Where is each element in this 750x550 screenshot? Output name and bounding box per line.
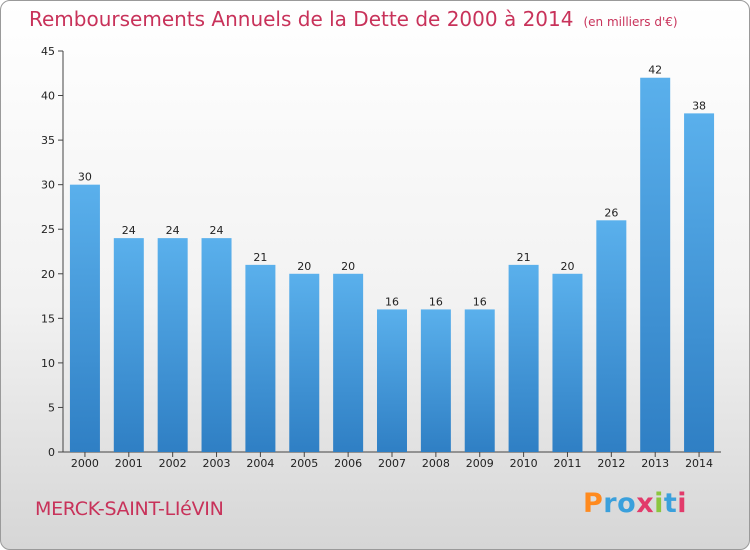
logo-letter: r bbox=[603, 488, 618, 519]
x-tick-label: 2014 bbox=[685, 457, 713, 470]
logo-letter: P bbox=[583, 488, 604, 519]
chart-subtitle: (en milliers d'€) bbox=[583, 15, 678, 29]
x-tick-label: 2007 bbox=[378, 457, 406, 470]
x-tick-label: 2010 bbox=[510, 457, 538, 470]
bar bbox=[289, 273, 320, 452]
y-tick-label: 15 bbox=[41, 312, 55, 325]
x-tick-label: 2008 bbox=[422, 457, 450, 470]
y-tick-label: 30 bbox=[41, 179, 55, 192]
bar-chart: 0 5 10 15 20 25 30 35 40 45 2000 2001 2002 2003 2004 20… bbox=[41, 45, 721, 470]
bar-value-label: 38 bbox=[692, 99, 706, 112]
bar-value-label: 21 bbox=[517, 251, 531, 264]
bar bbox=[333, 273, 364, 452]
x-tick-label: 2012 bbox=[597, 457, 625, 470]
chart-title: Remboursements Annuels de la Dette de 20… bbox=[29, 7, 678, 31]
bar-value-label: 24 bbox=[210, 224, 224, 237]
x-tick-label: 2005 bbox=[290, 457, 318, 470]
x-tick-label: 2000 bbox=[71, 457, 99, 470]
logo-letter: t bbox=[663, 488, 678, 519]
logo-letter: o bbox=[617, 488, 637, 519]
bar bbox=[245, 264, 276, 452]
x-tick-label: 2004 bbox=[246, 457, 274, 470]
bar bbox=[640, 77, 671, 452]
x-tick-label: 2001 bbox=[115, 457, 143, 470]
y-tick-label: 25 bbox=[41, 223, 55, 236]
bar bbox=[69, 184, 100, 452]
bar bbox=[508, 264, 539, 452]
logo-letter: i bbox=[677, 488, 688, 519]
logo-letter: x bbox=[636, 488, 655, 519]
bar-value-label: 20 bbox=[297, 260, 311, 273]
bar-value-label: 16 bbox=[385, 295, 399, 308]
proxiti-logo: Proxiti bbox=[583, 488, 687, 519]
chart-title-text: Remboursements Annuels de la Dette de 20… bbox=[29, 7, 574, 31]
bar-value-label: 16 bbox=[473, 295, 487, 308]
y-tick-label: 40 bbox=[41, 90, 55, 103]
bar-value-label: 24 bbox=[166, 224, 180, 237]
y-tick-label: 5 bbox=[48, 401, 55, 414]
bar bbox=[596, 220, 627, 452]
bar bbox=[113, 238, 144, 452]
bar-value-label: 21 bbox=[253, 251, 267, 264]
y-tick-label: 20 bbox=[41, 268, 55, 281]
bar bbox=[552, 273, 583, 452]
bar-value-label: 42 bbox=[648, 64, 662, 77]
logo-letter: i bbox=[654, 488, 664, 519]
y-tick-label: 45 bbox=[41, 45, 55, 58]
bar bbox=[684, 113, 715, 452]
bar-value-label: 30 bbox=[78, 171, 92, 184]
y-tick-label: 0 bbox=[48, 446, 55, 459]
y-tick-label: 35 bbox=[41, 134, 55, 147]
bar-value-label: 24 bbox=[122, 224, 136, 237]
y-tick-label: 10 bbox=[41, 357, 55, 370]
chart-axes: 0 5 10 15 20 25 30 35 40 45 2000 2001 2002 2003 2004 20… bbox=[41, 45, 721, 470]
bar bbox=[157, 238, 188, 452]
x-tick-label: 2011 bbox=[553, 457, 581, 470]
bar bbox=[420, 309, 451, 452]
x-tick-label: 2013 bbox=[641, 457, 669, 470]
bar bbox=[464, 309, 495, 452]
x-tick-label: 2002 bbox=[159, 457, 187, 470]
x-tick-label: 2006 bbox=[334, 457, 362, 470]
x-tick-label: 2009 bbox=[466, 457, 494, 470]
commune-name: MERCK-SAINT-LIéVIN bbox=[35, 498, 224, 520]
bar-value-label: 26 bbox=[604, 206, 618, 219]
bar-value-label: 16 bbox=[429, 295, 443, 308]
bar-value-label: 20 bbox=[560, 260, 574, 273]
x-tick-label: 2003 bbox=[203, 457, 231, 470]
bar-value-label: 20 bbox=[341, 260, 355, 273]
bar bbox=[201, 238, 232, 452]
bar bbox=[377, 309, 407, 452]
bar-series: 30 24 24 24 21 20 20 16 16 16 21 20 26 42 38 bbox=[69, 64, 715, 452]
